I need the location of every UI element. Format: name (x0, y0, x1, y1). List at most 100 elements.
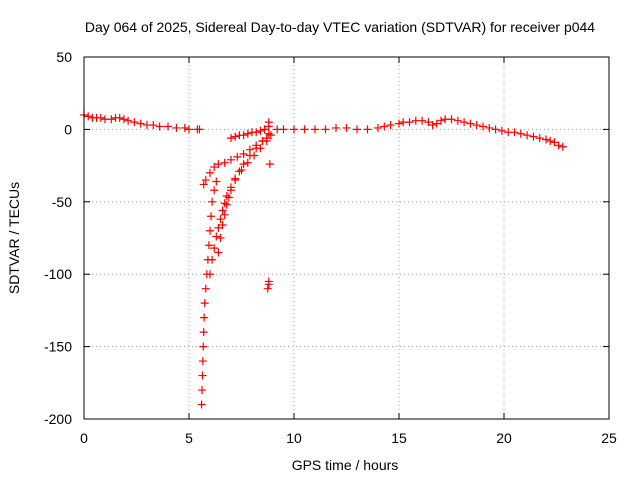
data-point (214, 223, 223, 232)
data-point (206, 226, 214, 235)
data-point (466, 119, 475, 128)
grid (84, 57, 609, 419)
data-point (472, 121, 481, 130)
data-point (195, 125, 204, 134)
x-tick-label: 0 (80, 430, 88, 446)
series-curved-recovery-B (214, 129, 273, 257)
data-point (206, 168, 214, 177)
data-point (256, 126, 265, 135)
data-point (231, 176, 240, 185)
data-point (107, 115, 116, 124)
series-isolated-points (263, 118, 274, 293)
x-axis-label: GPS time / hours (292, 457, 399, 473)
data-point (227, 134, 235, 143)
data-point (243, 158, 252, 167)
data-point (210, 244, 219, 253)
x-tick-label: 25 (601, 430, 617, 446)
data-point (212, 232, 221, 241)
data-point (485, 123, 494, 132)
data-point (136, 119, 145, 128)
data-point (204, 241, 213, 250)
data-point (208, 255, 217, 264)
data-point (258, 136, 267, 145)
data-point (453, 116, 462, 125)
data-point (198, 357, 207, 366)
y-axis-label: SDTVAR / TECUs (6, 182, 22, 294)
data-point (264, 129, 273, 138)
data-point (199, 328, 208, 337)
data-point (222, 200, 231, 209)
series-near-zero-segment (227, 122, 273, 143)
data-point (220, 158, 229, 167)
y-tick-label: 0 (64, 121, 72, 137)
data-point (263, 284, 272, 293)
data-point (206, 270, 214, 279)
series-upper-descent (199, 134, 271, 189)
data-point (210, 186, 219, 195)
data-point (432, 119, 441, 128)
data-point (235, 167, 244, 176)
data-point (386, 121, 395, 130)
data-point (332, 123, 340, 132)
data-point (200, 313, 209, 322)
y-tick-label: 50 (56, 49, 72, 65)
data-point (290, 125, 298, 134)
x-tick-label: 10 (286, 430, 302, 446)
data-point (208, 197, 217, 206)
data-point (428, 121, 437, 130)
data-point (279, 125, 288, 134)
data-point (210, 163, 219, 172)
data-point (130, 118, 139, 127)
series-curved-recovery-A (206, 131, 275, 279)
x-tick-label: 20 (496, 430, 512, 446)
data-point (96, 113, 105, 122)
data-point (424, 118, 433, 127)
data-point (523, 131, 532, 140)
data-point (220, 199, 229, 208)
chart-title: Day 064 of 2025, Sidereal Day-to-day VTE… (85, 19, 595, 35)
data-point (216, 234, 225, 242)
data-point (222, 192, 231, 201)
data-point (535, 134, 544, 143)
x-tick-label: 5 (185, 430, 193, 446)
data-point (164, 122, 172, 131)
data-point (201, 176, 210, 185)
series-deep-dip (197, 177, 221, 409)
data-point (212, 177, 221, 186)
y-tick-label: -100 (44, 266, 72, 282)
data-point (395, 119, 403, 128)
data-point (84, 112, 93, 121)
data-point (227, 186, 235, 195)
data-point (380, 122, 389, 131)
data-point (115, 113, 124, 122)
data-points (80, 110, 567, 409)
data-point (198, 371, 207, 380)
data-point (252, 128, 261, 137)
data-point (199, 180, 208, 189)
data-point (374, 123, 382, 132)
data-point (199, 342, 208, 351)
data-point (149, 121, 158, 130)
data-point (546, 136, 555, 145)
data-point (353, 125, 361, 134)
x-tick-label: 15 (391, 430, 407, 446)
data-point (214, 248, 223, 257)
data-point (224, 193, 233, 202)
y-tick-label: -150 (44, 339, 72, 355)
data-point (239, 131, 248, 140)
data-point (231, 132, 240, 141)
data-point (180, 123, 189, 132)
data-point (214, 160, 223, 169)
series-main-trace (80, 110, 567, 151)
y-tick-label: -50 (52, 194, 72, 210)
data-point (155, 122, 164, 131)
data-point (185, 125, 193, 134)
data-point (172, 123, 181, 132)
data-point (239, 160, 248, 169)
data-point (200, 299, 209, 308)
data-point (554, 141, 563, 150)
plot-frame (83, 56, 610, 420)
data-point (491, 125, 500, 134)
data-point (447, 115, 456, 124)
